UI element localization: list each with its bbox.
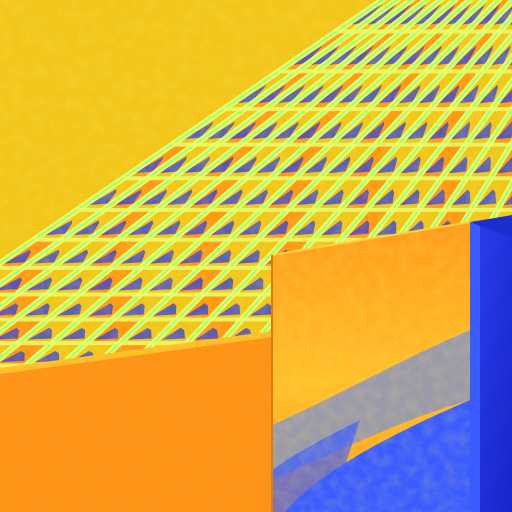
- column-front-texture: [272, 222, 470, 512]
- column: [272, 222, 512, 512]
- column-side-edge: [470, 222, 480, 512]
